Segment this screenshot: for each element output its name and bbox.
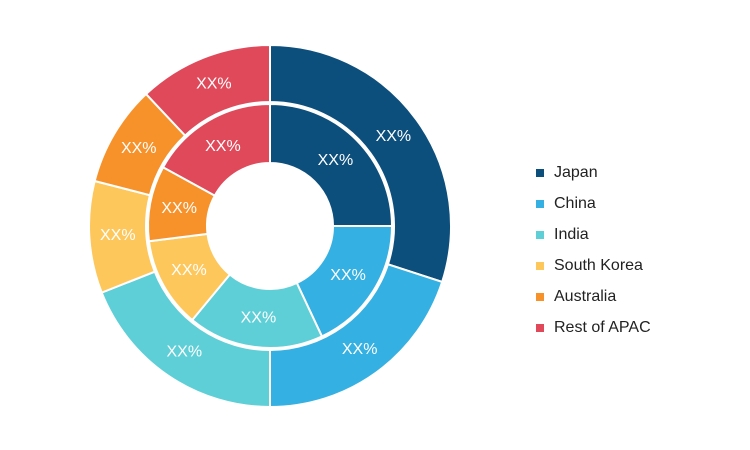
outer-ring-label-china: XX% <box>342 341 378 358</box>
legend-item-india: India <box>536 219 651 250</box>
legend-item-rest-of-apac: Rest of APAC <box>536 312 651 343</box>
legend-item-south-korea: South Korea <box>536 250 651 281</box>
legend-swatch-japan <box>536 168 544 177</box>
inner-ring-label-china: XX% <box>330 267 366 284</box>
legend-label-china: China <box>554 194 596 212</box>
outer-ring-slice-rest-of-apac <box>144 43 271 138</box>
inner-ring-label-india: XX% <box>241 309 277 326</box>
legend-swatch-south-korea <box>536 261 544 270</box>
chart-legend: Japan China India South Korea Australia … <box>536 157 651 343</box>
inner-ring-slice-rest-of-apac <box>161 102 271 198</box>
legend-label-rest-of-apac: Rest of APAC <box>554 318 651 336</box>
legend-item-china: China <box>536 188 651 219</box>
inner-ring-slice-japan <box>269 102 394 227</box>
legend-swatch-australia <box>536 292 544 301</box>
legend-item-australia: Australia <box>536 281 651 312</box>
inner-ring-label-australia: XX% <box>161 200 197 217</box>
legend-swatch-india <box>536 230 544 239</box>
outer-ring-label-rest-of-apac: XX% <box>196 76 232 93</box>
outer-ring-label-south-korea: XX% <box>100 227 136 244</box>
outer-ring-label-india: XX% <box>166 344 202 361</box>
inner-ring-label-rest-of-apac: XX% <box>205 138 241 155</box>
legend-swatch-rest-of-apac <box>536 323 544 332</box>
legend-label-india: India <box>554 225 589 243</box>
inner-ring-label-japan: XX% <box>318 152 354 169</box>
legend-item-japan: Japan <box>536 157 651 188</box>
outer-ring-label-japan: XX% <box>376 128 412 145</box>
legend-label-australia: Australia <box>554 287 617 305</box>
legend-swatch-china <box>536 199 544 208</box>
outer-ring-label-australia: XX% <box>121 140 157 157</box>
inner-ring-label-south-korea: XX% <box>171 262 207 279</box>
legend-label-south-korea: South Korea <box>554 256 643 274</box>
legend-label-japan: Japan <box>554 163 598 181</box>
outer-ring-slice-japan <box>269 43 452 284</box>
